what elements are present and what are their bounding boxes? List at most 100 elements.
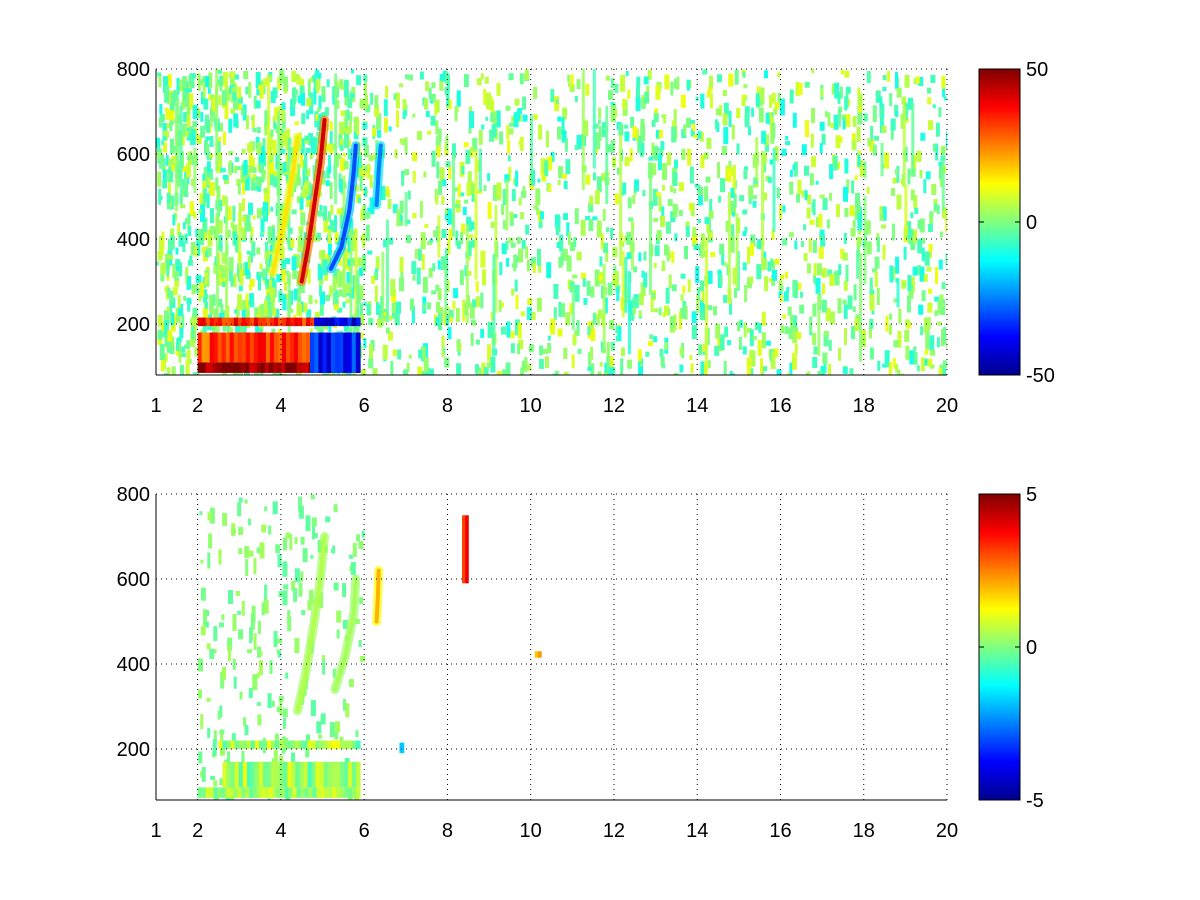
heatmap-cell [502, 369, 507, 375]
heatmap-cell [165, 155, 169, 166]
heatmap-cell [594, 269, 600, 287]
heatmap-band-cell [226, 761, 232, 788]
heatmap-cell [946, 342, 947, 349]
heatmap-cell [301, 190, 306, 199]
heatmap-cell [749, 276, 754, 284]
heatmap-cell [261, 602, 265, 616]
heatmap-cell [708, 210, 714, 219]
heatmap-cell [804, 165, 809, 176]
heatmap-cell [674, 373, 678, 375]
heatmap-cell [448, 309, 454, 319]
heatmap-cell [612, 247, 618, 258]
heatmap-cell [279, 699, 283, 716]
heatmap-cell [162, 374, 168, 375]
heatmap-cell [699, 131, 704, 142]
heatmap-cell [566, 222, 570, 237]
heatmap-cell [278, 696, 284, 702]
heatmap-cell [641, 270, 645, 278]
heatmap-cell [638, 252, 642, 262]
heatmap-cell [785, 136, 789, 140]
heatmap-cell [399, 256, 404, 272]
heatmap-cell [296, 288, 301, 296]
heatmap-cell [377, 318, 383, 328]
heatmap-cell [248, 165, 254, 173]
heatmap-cell [813, 263, 817, 277]
heatmap-cell [706, 222, 710, 234]
heatmap-cell [518, 197, 522, 206]
heatmap-cell [319, 298, 324, 316]
heatmap-cell [313, 73, 317, 89]
heatmap-cell [363, 338, 367, 349]
heatmap-cell [342, 620, 348, 629]
heatmap-cell [165, 108, 171, 120]
heatmap-cell [574, 208, 579, 225]
heatmap-cell [204, 301, 208, 309]
heatmap-cell [355, 730, 359, 738]
heatmap-band-cell [274, 317, 279, 327]
heatmap-cell [839, 86, 843, 99]
heatmap-ridge [270, 135, 300, 275]
heatmap-cell [896, 194, 902, 210]
heatmap-cell [923, 273, 928, 282]
heatmap-band-cell [312, 787, 318, 798]
heatmap-cell [664, 342, 668, 350]
heatmap-cell [333, 582, 339, 591]
heatmap-cell [186, 127, 192, 141]
heatmap-cell [243, 159, 248, 175]
heatmap-cell [307, 600, 312, 611]
heatmap-cell [189, 151, 193, 157]
x-tick-label: 10 [520, 395, 542, 417]
heatmap-band-cell [230, 740, 236, 749]
heatmap-cell [396, 301, 401, 314]
heatmap-cell [393, 93, 398, 101]
heatmap-cell [417, 131, 422, 141]
heatmap-cell [761, 130, 767, 144]
x-tick-label: 20 [936, 820, 958, 842]
heatmap-cell [268, 525, 272, 535]
heatmap-cell [196, 135, 202, 144]
heatmap-cell [448, 229, 453, 240]
heatmap-cell [788, 328, 793, 340]
heatmap-cell [793, 161, 798, 177]
heatmap-cell [929, 211, 934, 224]
heatmap-cell [700, 93, 705, 109]
heatmap-cell [209, 168, 213, 180]
heatmap-cell [508, 237, 514, 243]
heatmap-cell [264, 110, 270, 128]
heatmap-cell [336, 374, 341, 375]
heatmap-cell [806, 207, 811, 219]
heatmap-cell [638, 293, 644, 306]
heatmap-cell [353, 320, 359, 334]
heatmap-band-cell [241, 317, 247, 327]
heatmap-cell [739, 195, 745, 202]
heatmap-cell [752, 200, 757, 208]
heatmap-cell [502, 189, 508, 205]
heatmap-cell [750, 242, 754, 256]
heatmap-cell [622, 98, 627, 109]
heatmap-cell [279, 293, 284, 301]
heatmap-cell [232, 614, 237, 631]
heatmap-cell [521, 239, 526, 249]
heatmap-cell [763, 157, 766, 173]
heatmap-cell [237, 96, 243, 104]
heatmap-cell [163, 76, 168, 94]
heatmap-cell [732, 164, 736, 182]
heatmap-cell [182, 91, 186, 102]
heatmap-cell [207, 229, 213, 247]
heatmap-cell [934, 296, 940, 302]
heatmap-band-cell [246, 761, 252, 788]
heatmap-cell [653, 113, 659, 123]
heatmap-cell [207, 86, 211, 94]
heatmap-band-cell [347, 761, 353, 788]
heatmap-cell [812, 240, 817, 254]
heatmap-streak [761, 150, 764, 271]
heatmap-streak [592, 69, 596, 169]
heatmap-cell [280, 264, 286, 282]
heatmap-cell [538, 124, 543, 140]
heatmap-cell [641, 98, 646, 108]
heatmap-cell [533, 205, 539, 210]
heatmap-cell [184, 92, 189, 108]
heatmap-cell [920, 326, 924, 336]
heatmap-cell [358, 285, 364, 301]
